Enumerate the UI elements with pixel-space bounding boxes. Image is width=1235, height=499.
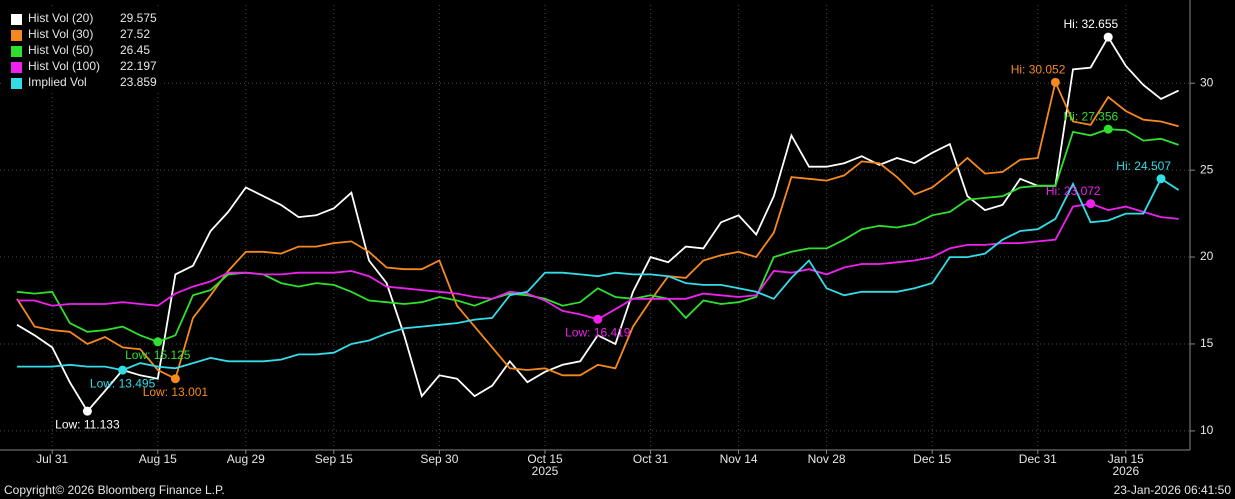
x-tick-label: Jul 31 bbox=[36, 452, 68, 466]
legend-name: Hist Vol (50) bbox=[28, 43, 93, 57]
x-tick-label: Sep 30 bbox=[420, 452, 458, 466]
legend-swatch bbox=[11, 46, 22, 57]
legend-name: Implied Vol bbox=[28, 75, 87, 89]
series-line bbox=[16, 79, 1179, 380]
x-tick-label: Sep 15 bbox=[315, 452, 353, 466]
extreme-point bbox=[593, 314, 603, 324]
extreme-point bbox=[82, 406, 92, 416]
extreme-label: Hi: 27.356 bbox=[1063, 109, 1118, 123]
x-tick-label: Nov 14 bbox=[720, 452, 758, 466]
legend: Hist Vol (20) 29.575 Hist Vol (30) 27.52 His… bbox=[4, 8, 164, 92]
footer-right: 23-Jan-2026 06:41:50 bbox=[1114, 483, 1232, 497]
legend-name: Hist Vol (30) bbox=[28, 27, 93, 41]
extreme-point bbox=[170, 374, 180, 384]
legend-background bbox=[4, 8, 164, 92]
x-tick-label: Oct 31 bbox=[633, 452, 669, 466]
extreme-label: Hi: 32.655 bbox=[1063, 17, 1118, 31]
x-tick-label: Dec 15 bbox=[913, 452, 951, 466]
series-line bbox=[16, 35, 1179, 413]
x-year-label: 2026 bbox=[1112, 464, 1139, 478]
extreme-label: Hi: 24.507 bbox=[1116, 159, 1171, 173]
y-tick-label: 20 bbox=[1200, 249, 1214, 263]
extreme-point bbox=[1103, 124, 1113, 134]
x-tick-label: Jan 15 bbox=[1108, 452, 1144, 466]
footer-left: Copyright© 2026 Bloomberg Finance L.P. bbox=[4, 483, 225, 497]
y-tick-label: 15 bbox=[1200, 336, 1214, 350]
series-line bbox=[16, 128, 1179, 343]
legend-value: 22.197 bbox=[120, 59, 157, 73]
legend-value: 27.52 bbox=[120, 27, 150, 41]
series-line bbox=[17, 202, 1179, 321]
extreme-label: Hi: 30.052 bbox=[1011, 62, 1066, 76]
y-tick-label: 25 bbox=[1200, 162, 1214, 176]
series-line bbox=[17, 177, 1180, 372]
legend-value: 26.45 bbox=[120, 43, 150, 57]
extreme-point bbox=[118, 365, 128, 375]
extreme-label: Low: 13.495 bbox=[90, 376, 156, 390]
y-tick-label: 30 bbox=[1200, 75, 1214, 89]
extreme-point bbox=[153, 337, 163, 347]
x-tick-label: Aug 15 bbox=[139, 452, 177, 466]
legend-swatch bbox=[11, 62, 22, 73]
extreme-point bbox=[1086, 199, 1096, 209]
x-tick-label: Aug 29 bbox=[227, 452, 265, 466]
extreme-point bbox=[1050, 77, 1060, 87]
legend-swatch bbox=[11, 30, 22, 41]
legend-name: Hist Vol (100) bbox=[28, 59, 100, 73]
x-year-label: 2025 bbox=[532, 464, 559, 478]
x-tick-label: Nov 28 bbox=[808, 452, 846, 466]
extreme-label: Low: 15.125 bbox=[125, 348, 191, 362]
legend-swatch bbox=[11, 78, 22, 89]
extreme-label: Low: 11.133 bbox=[55, 417, 120, 431]
extreme-label: Low: 16.419 bbox=[565, 325, 631, 339]
extreme-point bbox=[1103, 32, 1113, 42]
legend-value: 23.859 bbox=[120, 75, 157, 89]
extreme-label: Low: 13.001 bbox=[143, 385, 209, 399]
legend-name: Hist Vol (20) bbox=[28, 11, 93, 25]
y-tick-label: 10 bbox=[1200, 423, 1214, 437]
x-tick-label: Dec 31 bbox=[1019, 452, 1057, 466]
extreme-label: Hi: 23.072 bbox=[1046, 184, 1101, 198]
x-tick-label: Oct 15 bbox=[527, 452, 563, 466]
legend-swatch bbox=[11, 14, 22, 25]
extreme-point bbox=[1156, 174, 1166, 184]
legend-value: 29.575 bbox=[120, 11, 157, 25]
